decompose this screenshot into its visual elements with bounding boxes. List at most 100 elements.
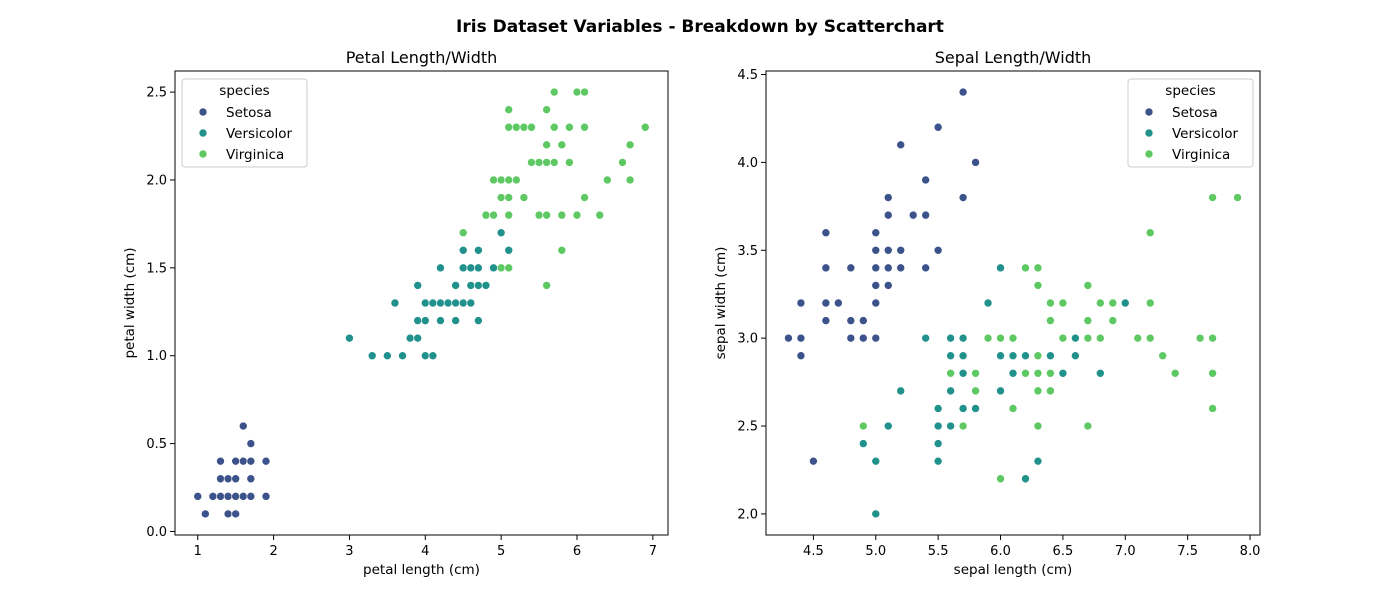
scatter-point bbox=[458, 228, 468, 237]
scatter-point bbox=[883, 193, 893, 202]
petal-legend: species Setosa Versicolor Virginica bbox=[181, 78, 308, 168]
scatter-point bbox=[413, 316, 423, 325]
scatter-point bbox=[871, 333, 881, 343]
scatter-point bbox=[871, 245, 881, 255]
petal-y-tick-label: 1.0 bbox=[146, 349, 167, 364]
scatter-point bbox=[474, 245, 483, 255]
scatter-point bbox=[489, 263, 498, 273]
scatter-point bbox=[216, 492, 225, 501]
scatter-point bbox=[796, 351, 806, 361]
scatter-point bbox=[1021, 351, 1030, 361]
scatter-point bbox=[933, 456, 943, 466]
scatter-point bbox=[504, 105, 514, 114]
scatter-point bbox=[946, 351, 955, 361]
scatter-point bbox=[458, 298, 468, 308]
scatter-point bbox=[821, 316, 831, 325]
scatter-point bbox=[1046, 351, 1055, 361]
sepal-y-tick-label: 4.5 bbox=[737, 68, 758, 83]
figure-suptitle: Iris Dataset Variables - Breakdown by Sc… bbox=[456, 17, 944, 37]
scatter-point bbox=[238, 456, 248, 466]
scatter-point bbox=[261, 492, 271, 501]
scatter-point bbox=[1033, 281, 1043, 290]
scatter-point bbox=[1083, 421, 1093, 431]
scatter-point bbox=[946, 421, 955, 431]
scatter-point bbox=[1083, 333, 1093, 343]
sepal-legend-label-virginica: Virginica bbox=[1172, 147, 1230, 163]
scatter-point bbox=[958, 421, 968, 431]
scatter-point bbox=[1046, 316, 1055, 325]
scatter-point bbox=[398, 351, 407, 361]
scatter-point bbox=[534, 158, 544, 167]
scatter-point bbox=[238, 492, 248, 501]
scatter-point bbox=[458, 263, 468, 273]
scatter-point bbox=[1008, 333, 1018, 343]
scatter-point bbox=[428, 351, 438, 361]
scatter-point bbox=[883, 263, 893, 273]
scatter-point bbox=[883, 210, 893, 220]
scatter-point bbox=[859, 333, 868, 343]
petal-legend-title: species bbox=[219, 83, 269, 99]
scatter-point bbox=[796, 333, 806, 343]
scatter-point bbox=[625, 175, 635, 185]
petal-y-tick-label: 0.5 bbox=[146, 437, 167, 452]
scatter-point bbox=[1096, 369, 1105, 378]
scatter-point bbox=[208, 492, 218, 501]
scatter-point bbox=[1021, 474, 1030, 484]
scatter-point bbox=[859, 421, 868, 431]
sepal-legend-marker-setosa bbox=[1144, 107, 1154, 117]
petal-legend-label-versicolor: Versicolor bbox=[226, 126, 293, 142]
scatter-point bbox=[367, 351, 377, 361]
scatter-point bbox=[572, 87, 582, 97]
scatter-point bbox=[1033, 263, 1043, 273]
scatter-point bbox=[557, 140, 567, 150]
scatter-point bbox=[871, 281, 881, 290]
scatter-point bbox=[921, 210, 930, 220]
scatter-point bbox=[983, 333, 993, 343]
scatter-point bbox=[451, 298, 460, 308]
scatter-point bbox=[933, 404, 943, 413]
scatter-point bbox=[496, 175, 506, 185]
sepal-axes-frame bbox=[765, 70, 1261, 536]
scatter-point bbox=[996, 351, 1005, 361]
scatter-point bbox=[846, 333, 856, 343]
sepal-y-tick-label: 2.5 bbox=[737, 420, 758, 435]
scatter-point bbox=[958, 87, 968, 97]
scatter-point bbox=[216, 456, 225, 466]
sepal-legend-marker-versicolor bbox=[1144, 128, 1154, 138]
scatter-point bbox=[231, 474, 240, 484]
petal-x-tick-label: 1 bbox=[194, 544, 202, 559]
scatter-point bbox=[933, 122, 943, 132]
petal-x-tick-label: 3 bbox=[345, 544, 353, 559]
scatter-point bbox=[921, 333, 930, 343]
scatter-point bbox=[1021, 263, 1030, 273]
petal-legend-box bbox=[181, 78, 308, 168]
scatter-point bbox=[542, 105, 551, 114]
scatter-point bbox=[883, 421, 893, 431]
scatter-point bbox=[821, 228, 831, 237]
scatter-point bbox=[1071, 351, 1080, 361]
scatter-point bbox=[504, 122, 514, 132]
scatter-point bbox=[1145, 333, 1155, 343]
sepal-x-tick-label: 5.0 bbox=[865, 544, 886, 559]
scatter-point bbox=[821, 263, 831, 273]
scatter-point bbox=[1195, 333, 1205, 343]
scatter-point bbox=[883, 281, 893, 290]
scatter-point bbox=[946, 369, 955, 378]
scatter-point bbox=[496, 263, 506, 273]
sepal-scatter-axes: Sepal Length/Width sepal length (cm) sep… bbox=[713, 48, 1261, 578]
scatter-point bbox=[451, 316, 460, 325]
scatter-point bbox=[1033, 421, 1043, 431]
scatter-point bbox=[527, 122, 536, 132]
scatter-point bbox=[534, 210, 544, 220]
scatter-point bbox=[946, 386, 955, 396]
scatter-point bbox=[971, 158, 980, 167]
sepal-x-tick-label: 7.0 bbox=[1115, 544, 1136, 559]
petal-scatter-axes: Petal Length/Width petal length (cm) pet… bbox=[122, 48, 669, 578]
petal-x-tick-label: 2 bbox=[269, 544, 277, 559]
scatter-point bbox=[466, 281, 476, 290]
scatter-point bbox=[231, 456, 240, 466]
scatter-point bbox=[238, 421, 248, 431]
scatter-point bbox=[1120, 298, 1130, 308]
scatter-point bbox=[231, 492, 240, 501]
scatter-point bbox=[809, 456, 818, 466]
